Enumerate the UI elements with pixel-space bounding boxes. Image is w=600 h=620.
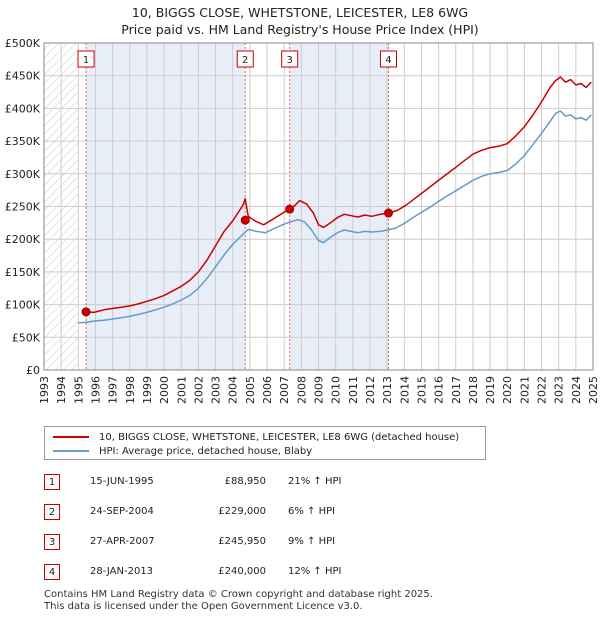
- sale-point: [285, 204, 295, 214]
- y-tick-label: £300K: [5, 168, 41, 181]
- x-tick-label: 2022: [536, 376, 549, 404]
- sale-price: £240,000: [218, 566, 266, 577]
- x-tick-label: 2015: [415, 376, 428, 404]
- footer-copyright: Contains HM Land Registry data © Crown c…: [44, 589, 433, 600]
- sale-label-box: [379, 50, 397, 68]
- chart-title: 10, BIGGS CLOSE, WHETSTONE, LEICESTER, L…: [0, 4, 600, 38]
- y-tick-label: £100K: [5, 299, 41, 312]
- y-tick-label: £500K: [5, 37, 41, 50]
- sale-label-box: [77, 50, 95, 68]
- hpi-line: [78, 110, 592, 324]
- x-tick-label: 2005: [244, 376, 257, 404]
- x-tick-label: 1996: [89, 376, 102, 404]
- x-tick-label: 2017: [450, 376, 463, 404]
- x-tick-label: 1997: [107, 376, 120, 404]
- x-tick-label: 2003: [210, 376, 223, 404]
- y-tick-label: £400K: [5, 102, 41, 115]
- x-tick-label: 2001: [175, 376, 188, 404]
- footer: Contains HM Land Registry data © Crown c…: [44, 589, 433, 613]
- sale-marker: 1: [44, 474, 60, 490]
- y-tick-label: £200K: [5, 233, 41, 246]
- x-tick-label: 2025: [587, 376, 600, 404]
- sale-label: 3: [286, 55, 292, 66]
- title-line-1: 10, BIGGS CLOSE, WHETSTONE, LEICESTER, L…: [131, 5, 469, 20]
- table-row: 4 28-JAN-2013 £240,000 12% ↑ HPI: [44, 564, 484, 582]
- footer-licence: This data is licensed under the Open Gov…: [44, 601, 363, 612]
- x-tick-label: 1999: [141, 376, 154, 404]
- y-tick-label: £150K: [5, 266, 41, 279]
- legend-line-price: [53, 436, 89, 438]
- x-tick-label: 2002: [192, 376, 205, 404]
- x-tick-label: 2008: [295, 376, 308, 404]
- sale-point: [240, 215, 250, 225]
- sale-marker: 3: [44, 534, 60, 550]
- legend-item-hpi: HPI: Average price, detached house, Blab…: [53, 444, 312, 458]
- x-tick-label: 2000: [158, 376, 171, 404]
- x-tick-label: 2007: [278, 376, 291, 404]
- sale-label-box: [236, 50, 254, 68]
- x-tick-label: 2023: [553, 376, 566, 404]
- y-tick-label: £50K: [12, 331, 41, 344]
- sale-price: £229,000: [218, 506, 266, 517]
- x-tick-label: 2006: [261, 376, 274, 404]
- sale-hpi-change: 6% ↑ HPI: [288, 506, 336, 517]
- sale-hpi-change: 21% ↑ HPI: [288, 476, 342, 487]
- table-row: 3 27-APR-2007 £245,950 9% ↑ HPI: [44, 534, 484, 552]
- x-tick-label: 1998: [124, 376, 137, 404]
- sale-marker: 4: [44, 564, 60, 580]
- x-tick-label: 2020: [501, 376, 514, 404]
- y-tick-label: £450K: [5, 70, 41, 83]
- x-tick-label: 2016: [433, 376, 446, 404]
- legend-label-hpi: HPI: Average price, detached house, Blab…: [99, 445, 313, 457]
- sale-date: 27-APR-2007: [90, 536, 155, 547]
- sale-label: 1: [83, 55, 89, 66]
- sale-date: 15-JUN-1995: [90, 476, 154, 487]
- x-tick-label: 2009: [313, 376, 326, 404]
- sale-label: 4: [385, 55, 391, 66]
- y-tick-label: £0: [26, 364, 40, 377]
- price-chart: 1 2 3 4 £0 £50K £100K £150K £200K £250K £300K £350K…: [5, 37, 600, 404]
- sale-hpi-change: 12% ↑ HPI: [288, 566, 342, 577]
- x-tick-label: 2014: [398, 376, 411, 404]
- sale-date: 24-SEP-2004: [90, 506, 154, 517]
- legend-line-hpi: [53, 450, 89, 452]
- plot-border: [43, 42, 594, 371]
- y-tick-label: £350K: [5, 135, 41, 148]
- x-tick-label: 1995: [72, 376, 85, 404]
- title-line-2: Price paid vs. HM Land Registry's House …: [121, 22, 479, 37]
- x-tick-label: 2013: [381, 376, 394, 404]
- table-row: 2 24-SEP-2004 £229,000 6% ↑ HPI: [44, 504, 484, 522]
- table-row: 1 15-JUN-1995 £88,950 21% ↑ HPI: [44, 474, 484, 492]
- x-tick-label: 1994: [55, 376, 68, 404]
- sale-label: 2: [242, 55, 248, 66]
- sale-price: £245,950: [218, 536, 266, 547]
- price-paid-line: [85, 76, 592, 314]
- sale-point: [383, 208, 393, 218]
- sale-price: £88,950: [224, 476, 266, 487]
- legend-label-price: 10, BIGGS CLOSE, WHETSTONE, LEICESTER, L…: [99, 431, 460, 443]
- x-tick-label: 2004: [227, 376, 240, 404]
- x-tick-label: 2019: [484, 376, 497, 404]
- legend-item-price: 10, BIGGS CLOSE, WHETSTONE, LEICESTER, L…: [53, 430, 459, 444]
- x-tick-label: 2010: [330, 376, 343, 404]
- y-tick-label: £250K: [5, 201, 41, 214]
- legend: 10, BIGGS CLOSE, WHETSTONE, LEICESTER, L…: [44, 426, 486, 460]
- sale-label-box: [281, 50, 299, 68]
- x-tick-label: 1993: [38, 376, 51, 404]
- x-tick-label: 2011: [347, 376, 360, 404]
- sale-hpi-change: 9% ↑ HPI: [288, 536, 336, 547]
- sale-point: [81, 307, 91, 317]
- x-tick-label: 2012: [364, 376, 377, 404]
- x-tick-label: 2021: [518, 376, 531, 404]
- sale-marker: 2: [44, 504, 60, 520]
- x-tick-label: 2018: [467, 376, 480, 404]
- sale-date: 28-JAN-2013: [90, 566, 154, 577]
- x-tick-label: 2024: [570, 376, 583, 404]
